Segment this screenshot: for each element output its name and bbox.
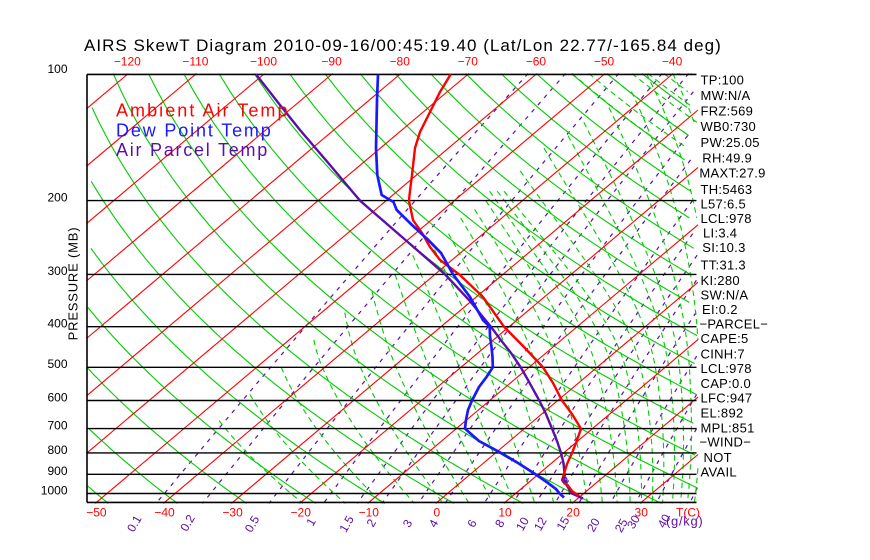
svg-text:TH:5463: TH:5463 [701, 182, 753, 197]
svg-text:40: 40 [655, 511, 674, 530]
svg-text:NOT: NOT [704, 450, 732, 465]
svg-text:200: 200 [47, 191, 67, 205]
svg-text:LFC:947: LFC:947 [701, 391, 753, 406]
svg-text:25: 25 [612, 516, 631, 535]
svg-text:−110: −110 [182, 55, 208, 69]
svg-text:CAPE:5: CAPE:5 [701, 331, 749, 346]
svg-text:LCL:978: LCL:978 [701, 361, 752, 376]
svg-text:30: 30 [624, 512, 643, 531]
svg-text:WB0:730: WB0:730 [701, 119, 757, 134]
svg-text:T(C): T(C) [676, 506, 700, 520]
svg-text:CAP:0.0: CAP:0.0 [701, 376, 752, 391]
svg-text:900: 900 [47, 464, 67, 478]
svg-text:15: 15 [554, 514, 573, 533]
svg-text:CINH:7: CINH:7 [701, 346, 745, 361]
svg-text:SI:10.3: SI:10.3 [702, 240, 745, 255]
svg-text:TP:100: TP:100 [701, 73, 745, 88]
svg-text:−70: −70 [458, 55, 479, 69]
svg-text:Dew Point Temp: Dew Point Temp [116, 120, 273, 140]
svg-text:20: 20 [566, 506, 580, 520]
svg-text:−40: −40 [154, 506, 175, 520]
svg-text:−50: −50 [86, 506, 107, 520]
svg-text:−40: −40 [662, 55, 683, 69]
svg-text:−120: −120 [114, 55, 141, 69]
svg-text:20: 20 [584, 515, 603, 534]
svg-text:−50: −50 [594, 55, 615, 69]
svg-text:LI:3.4: LI:3.4 [703, 226, 737, 241]
svg-text:10: 10 [513, 514, 532, 533]
svg-text:PRESSURE (MB): PRESSURE (MB) [66, 227, 81, 341]
svg-text:FRZ:569: FRZ:569 [701, 103, 754, 118]
svg-text:KI:280: KI:280 [701, 273, 740, 288]
svg-text:800: 800 [47, 443, 67, 457]
svg-text:Ambient Air Temp: Ambient Air Temp [116, 101, 290, 121]
svg-text:EL:892: EL:892 [701, 405, 744, 420]
svg-text:(g/kg): (g/kg) [666, 514, 703, 529]
svg-text:0: 0 [434, 506, 441, 520]
svg-text:400: 400 [47, 317, 67, 331]
svg-text:LCL:978: LCL:978 [701, 211, 752, 226]
svg-text:−10: −10 [359, 506, 380, 520]
svg-text:−PARCEL−: −PARCEL− [700, 317, 769, 332]
svg-text:SW:N/A: SW:N/A [701, 288, 749, 303]
svg-text:RH:49.9: RH:49.9 [702, 150, 752, 165]
svg-text:−80: −80 [390, 55, 411, 69]
svg-text:10: 10 [498, 506, 512, 520]
svg-text:100: 100 [47, 62, 67, 76]
svg-text:MW:N/A: MW:N/A [701, 88, 751, 103]
svg-text:700: 700 [47, 419, 67, 433]
svg-text:−60: −60 [526, 55, 547, 69]
svg-text:AIRS SkewT Diagram 2010-09-16/: AIRS SkewT Diagram 2010-09-16/00:45:19.4… [84, 36, 722, 55]
svg-text:TT:31.3: TT:31.3 [701, 258, 746, 273]
svg-text:1000: 1000 [41, 483, 68, 497]
svg-text:Air Parcel Temp: Air Parcel Temp [116, 140, 269, 160]
svg-text:300: 300 [47, 264, 67, 278]
svg-text:PW:25.05: PW:25.05 [701, 135, 760, 150]
svg-text:500: 500 [47, 357, 67, 371]
svg-text:EI:0.2: EI:0.2 [702, 302, 738, 317]
svg-text:12: 12 [531, 514, 550, 533]
svg-text:−30: −30 [222, 506, 243, 520]
svg-text:−100: −100 [250, 55, 277, 69]
svg-text:−90: −90 [321, 55, 342, 69]
svg-text:600: 600 [47, 390, 67, 404]
svg-text:AVAIL: AVAIL [701, 465, 737, 480]
svg-text:MAXT:27.9: MAXT:27.9 [699, 165, 765, 180]
svg-text:−20: −20 [291, 506, 312, 520]
svg-text:30: 30 [635, 506, 649, 520]
svg-text:L57:6.5: L57:6.5 [701, 196, 746, 211]
svg-text:MPL:851: MPL:851 [701, 420, 755, 435]
svg-text:−WIND−: −WIND− [700, 435, 752, 450]
